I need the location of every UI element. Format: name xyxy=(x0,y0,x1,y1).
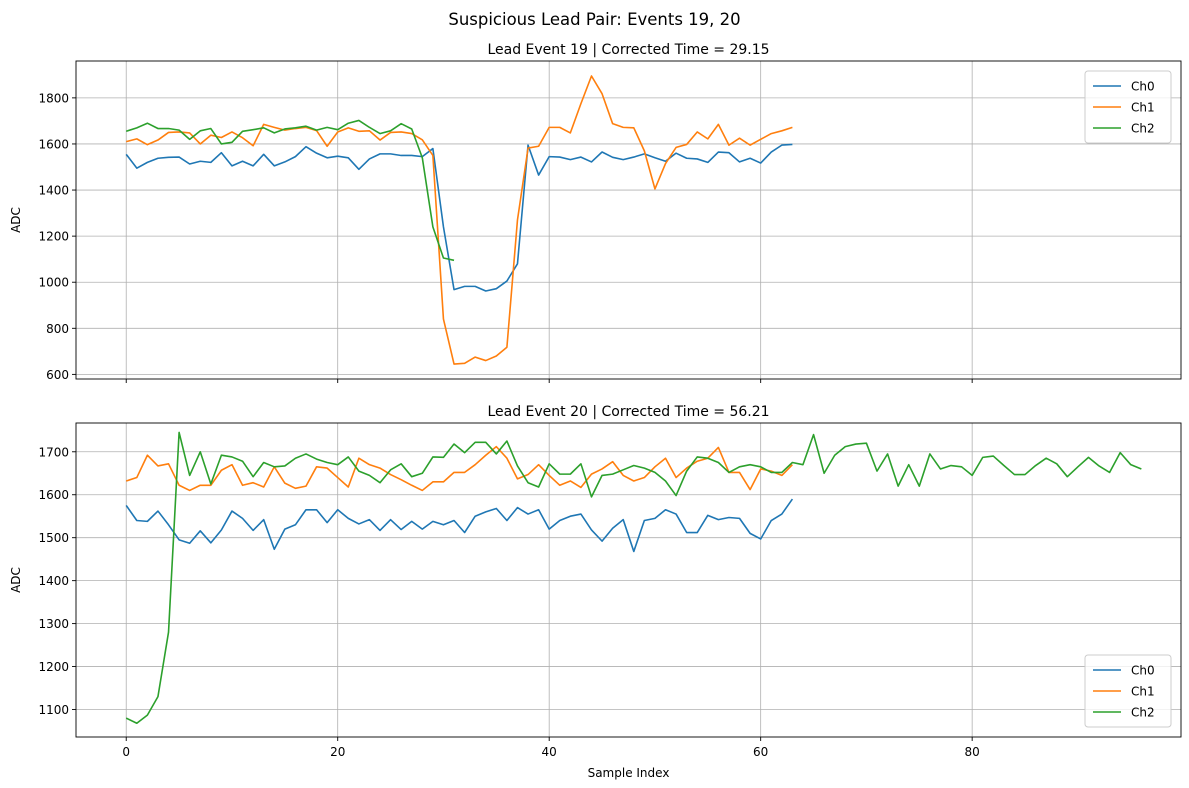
legend-label-ch2: Ch2 xyxy=(1131,122,1155,136)
y-tick-label: 1800 xyxy=(38,91,69,105)
y-tick-label: 1700 xyxy=(38,445,69,459)
y-axis-label: ADC xyxy=(9,207,23,233)
legend-label-ch1: Ch1 xyxy=(1131,685,1155,699)
y-tick-label: 1200 xyxy=(38,230,69,244)
x-axis-label: Sample Index xyxy=(588,766,670,780)
y-axis-label: ADC xyxy=(9,567,23,593)
y-tick-label: 1100 xyxy=(38,703,69,717)
legend: Ch0 Ch1 Ch2 xyxy=(1085,655,1171,727)
x-tick-label: 20 xyxy=(330,745,345,759)
y-tick-label: 1000 xyxy=(38,276,69,290)
y-tick-label: 1600 xyxy=(38,488,69,502)
y-tick-label: 1500 xyxy=(38,531,69,545)
y-tick-label: 1400 xyxy=(38,184,69,198)
legend: Ch0 Ch1 Ch2 xyxy=(1085,71,1171,143)
y-tick-label: 800 xyxy=(46,322,69,336)
y-tick-label: 600 xyxy=(46,368,69,382)
x-tick-label: 60 xyxy=(753,745,768,759)
x-tick-label: 80 xyxy=(965,745,980,759)
subplot-title: Lead Event 19 | Corrected Time = 29.15 xyxy=(487,42,769,58)
y-tick-label: 1400 xyxy=(38,574,69,588)
x-tick-label: 0 xyxy=(122,745,130,759)
y-tick-label: 1600 xyxy=(38,137,69,151)
subplot-title: Lead Event 20 | Corrected Time = 56.21 xyxy=(487,404,769,420)
y-tick-label: 1200 xyxy=(38,660,69,674)
y-tick-label: 1300 xyxy=(38,617,69,631)
x-tick-label: 40 xyxy=(542,745,557,759)
figure-suptitle: Suspicious Lead Pair: Events 19, 20 xyxy=(448,10,740,29)
legend-label-ch1: Ch1 xyxy=(1131,101,1155,115)
legend-label-ch2: Ch2 xyxy=(1131,706,1155,720)
legend-label-ch0: Ch0 xyxy=(1131,664,1155,678)
legend-label-ch0: Ch0 xyxy=(1131,80,1155,94)
